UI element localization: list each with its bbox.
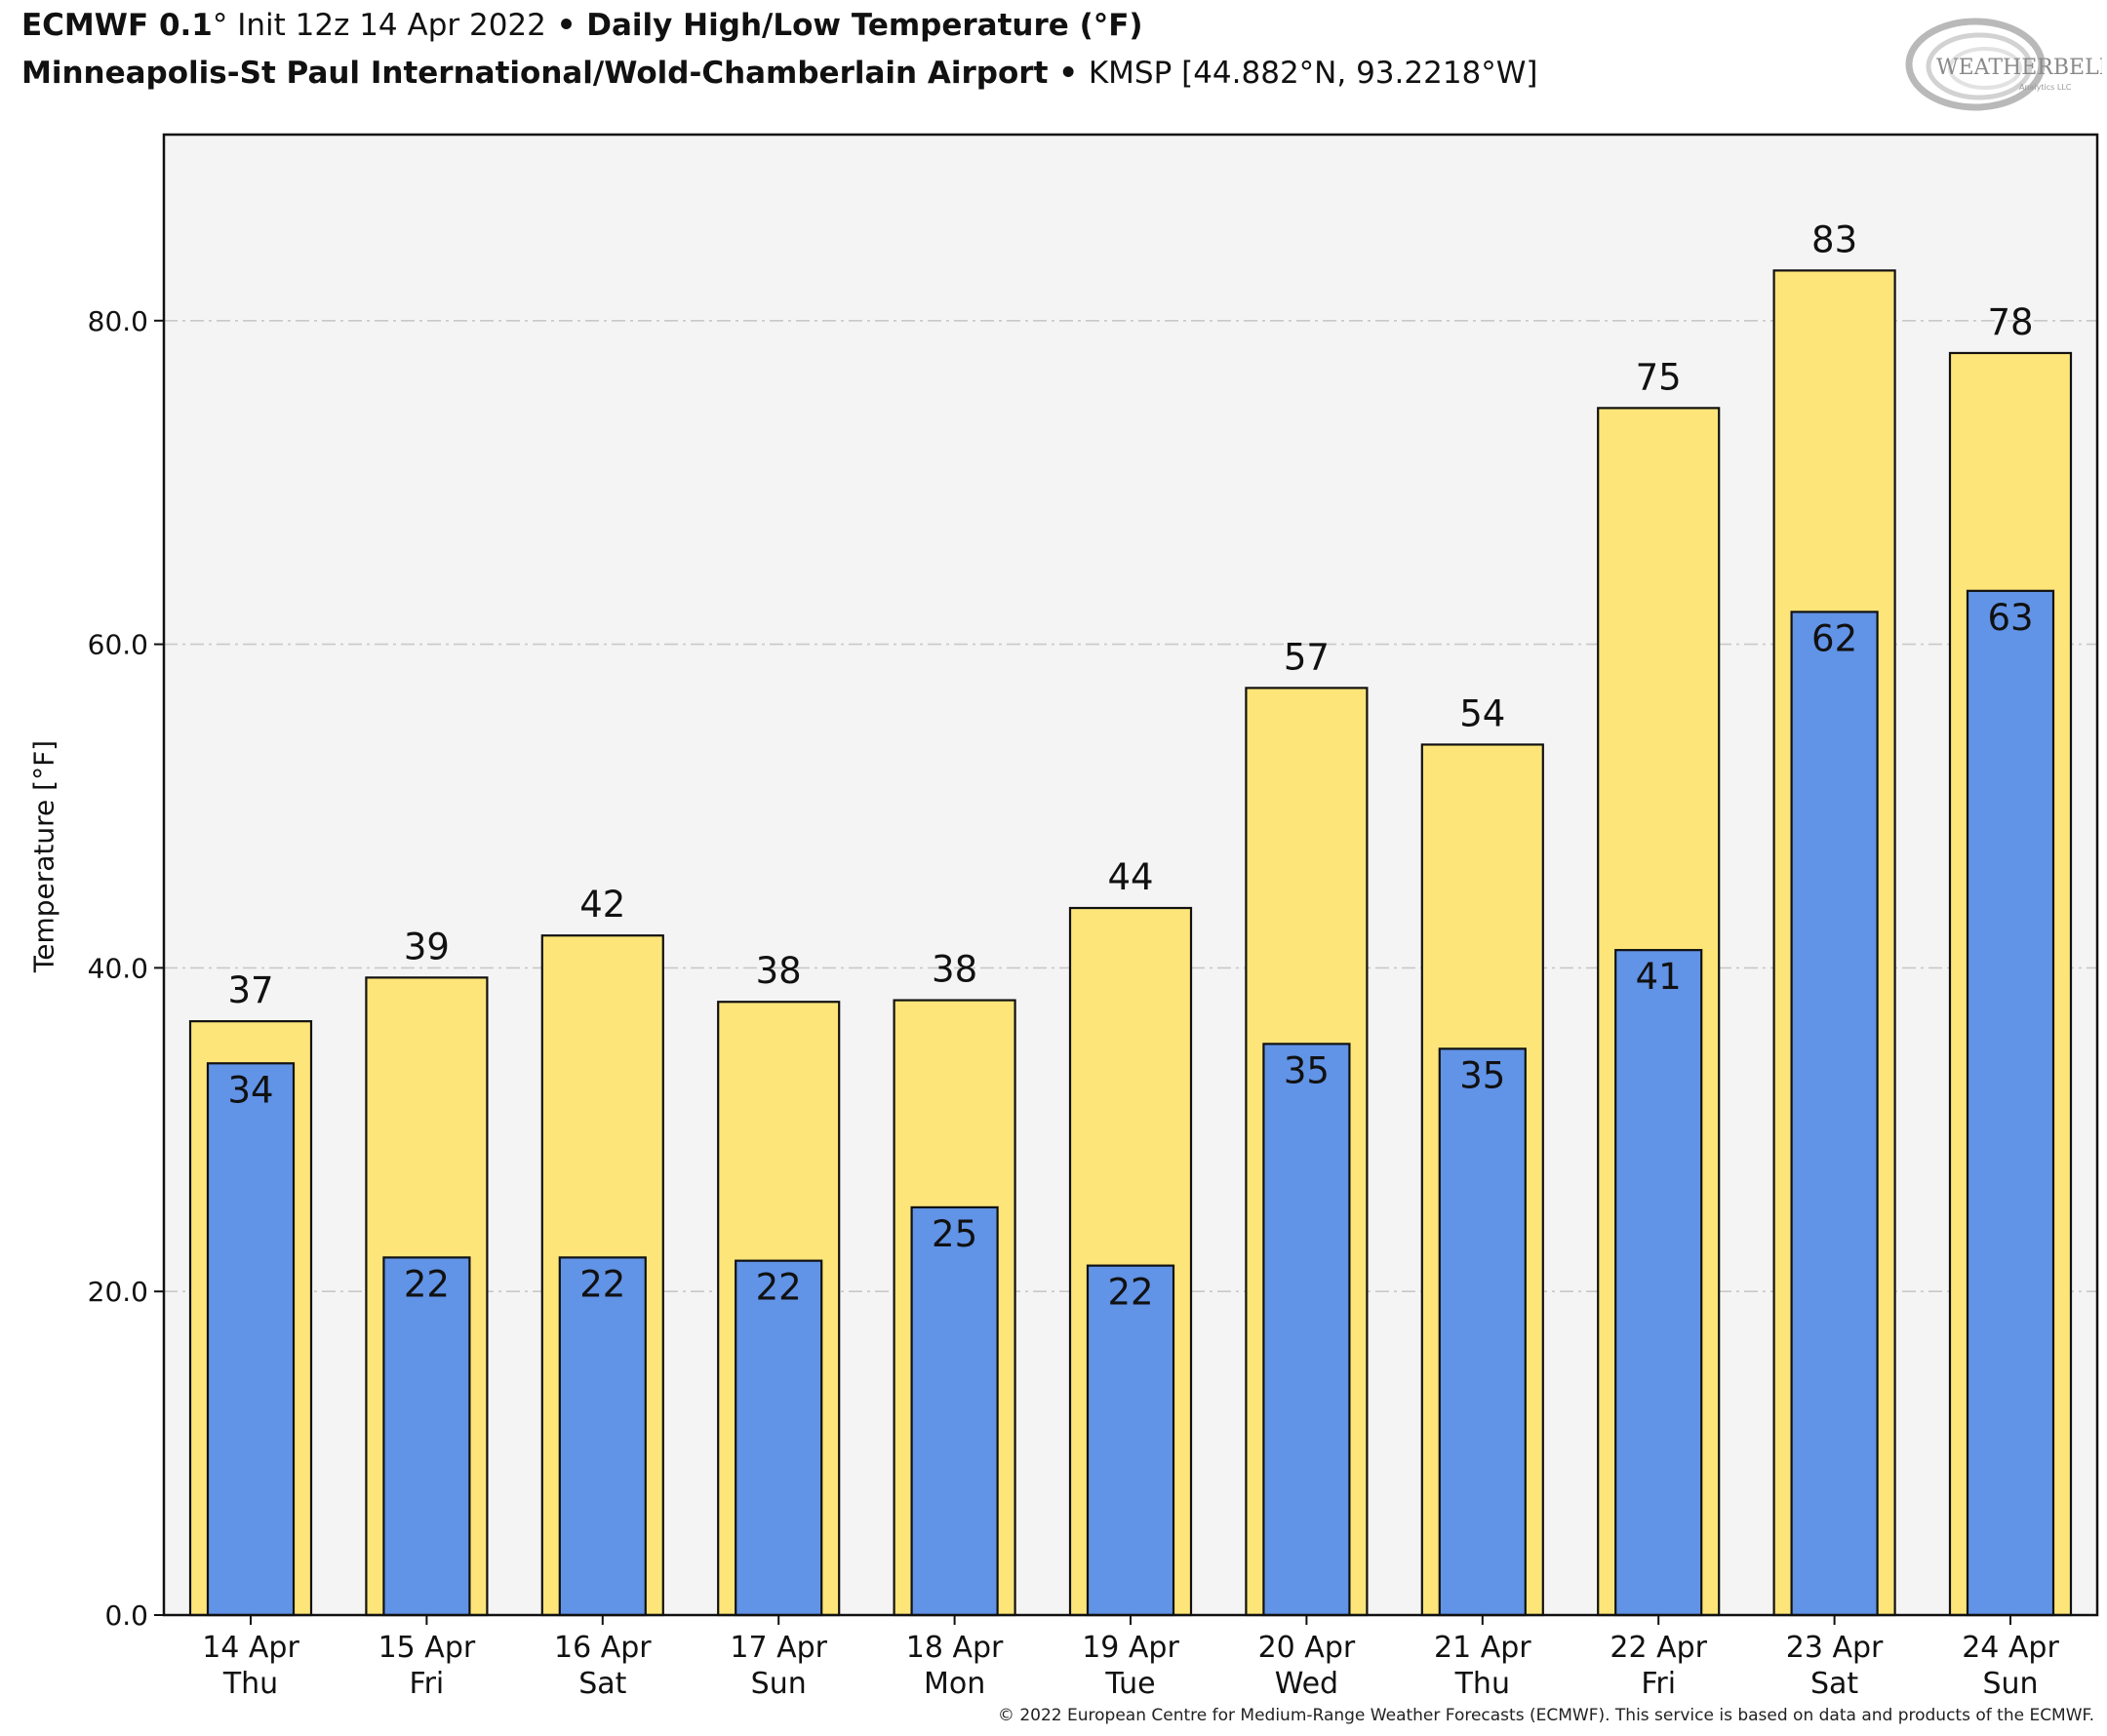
low-value-label: 22	[579, 1263, 625, 1305]
x-tick-date: 21 Apr	[1434, 1631, 1531, 1665]
low-value-label: 25	[932, 1213, 977, 1255]
degree-mark: °	[212, 8, 228, 43]
x-tick-day: Sat	[578, 1667, 626, 1701]
low-value-label: 22	[756, 1267, 802, 1309]
low-bar	[735, 1259, 823, 1617]
high-value-label: 54	[1459, 692, 1505, 734]
bars	[188, 269, 2073, 1617]
station-name: Minneapolis-St Paul International/Wold-C…	[21, 56, 1049, 91]
logo-subtext: Analytics LLC	[2019, 83, 2072, 92]
y-tick-label: 20.0	[88, 1276, 148, 1308]
low-value-label: 41	[1636, 956, 1682, 998]
model-name: ECMWF 0.1	[21, 8, 213, 43]
x-tick-day: Sat	[1810, 1667, 1858, 1701]
x-tick-day: Thu	[222, 1667, 278, 1701]
y-tick-label: 40.0	[88, 952, 148, 984]
product-name: Daily High/Low Temperature (°F)	[586, 8, 1143, 43]
high-value-label: 38	[756, 950, 802, 992]
chart-title-line-2: Minneapolis-St Paul International/Wold-C…	[21, 56, 1538, 91]
low-bar	[382, 1256, 471, 1617]
y-tick-label: 0.0	[104, 1599, 148, 1632]
x-tick-day: Tue	[1104, 1667, 1155, 1701]
low-value-label: 22	[1107, 1272, 1153, 1314]
y-tick-label: 80.0	[88, 305, 148, 337]
y-axis-label: Temperature [°F]	[27, 739, 60, 973]
x-tick-date: 20 Apr	[1258, 1631, 1356, 1665]
x-tick-date: 24 Apr	[1962, 1631, 2059, 1665]
high-value-label: 38	[932, 949, 977, 991]
x-tick-date: 14 Apr	[202, 1631, 299, 1665]
x-tick-date: 16 Apr	[554, 1631, 652, 1665]
low-bar	[1086, 1264, 1175, 1617]
x-tick-day: Thu	[1454, 1667, 1510, 1701]
x-tick-day: Sun	[751, 1667, 807, 1701]
low-bar	[910, 1205, 999, 1617]
weatherbell-logo: WEATHERBELL Analytics LLC	[1905, 18, 2102, 111]
value-labels: 37 34 39 22 42 22 38 22 38 25 44 22 57 35 54 35 75 41 83 62…	[227, 218, 2033, 1313]
x-tick-day: Wed	[1275, 1667, 1338, 1701]
low-bar	[1614, 949, 1703, 1617]
x-tick-date: 18 Apr	[906, 1631, 1004, 1665]
copyright-notice: © 2022 European Centre for Medium-Range …	[997, 1706, 2094, 1725]
low-value-label: 22	[404, 1263, 450, 1305]
high-value-label: 57	[1284, 636, 1330, 678]
logo-text: WEATHERBELL	[1936, 56, 2102, 80]
low-bar	[1966, 589, 2055, 1617]
low-value-label: 35	[1459, 1054, 1505, 1096]
x-tick-day: Fri	[410, 1667, 445, 1701]
chart-title-line-1: ECMWF 0.1° Init 12z 14 Apr 2022 • Daily …	[21, 8, 1143, 43]
low-value-label: 34	[227, 1069, 273, 1111]
station-info: KMSP [44.882°N, 93.2218°W]	[1088, 56, 1538, 91]
high-value-label: 78	[1987, 301, 2033, 343]
separator-bullet: •	[545, 8, 587, 43]
high-value-label: 42	[579, 884, 625, 926]
high-value-label: 44	[1107, 856, 1153, 898]
x-tick-date: 23 Apr	[1786, 1631, 1884, 1665]
low-value-label: 63	[1987, 597, 2033, 639]
low-bar	[206, 1062, 296, 1617]
low-bar	[1262, 1043, 1351, 1617]
high-value-label: 39	[404, 926, 450, 967]
init-time: Init 12z 14 Apr 2022	[227, 8, 546, 43]
x-tick-date: 19 Apr	[1082, 1631, 1179, 1665]
low-value-label: 62	[1811, 617, 1857, 659]
low-value-label: 35	[1284, 1049, 1330, 1091]
x-tick-date: 15 Apr	[378, 1631, 476, 1665]
high-value-label: 83	[1811, 218, 1857, 260]
low-bar	[1438, 1047, 1527, 1617]
x-tick-date: 17 Apr	[730, 1631, 827, 1665]
x-tick-day: Mon	[924, 1667, 985, 1701]
high-value-label: 37	[227, 969, 273, 1011]
high-value-label: 75	[1636, 356, 1682, 398]
separator-bullet-2: •	[1048, 56, 1089, 91]
low-bar	[1790, 611, 1879, 1617]
x-tick-day: Sun	[1982, 1667, 2038, 1701]
x-tick-day: Fri	[1641, 1667, 1676, 1701]
y-tick-label: 60.0	[88, 629, 148, 661]
x-tick-date: 22 Apr	[1610, 1631, 1707, 1665]
low-bar	[558, 1256, 647, 1617]
